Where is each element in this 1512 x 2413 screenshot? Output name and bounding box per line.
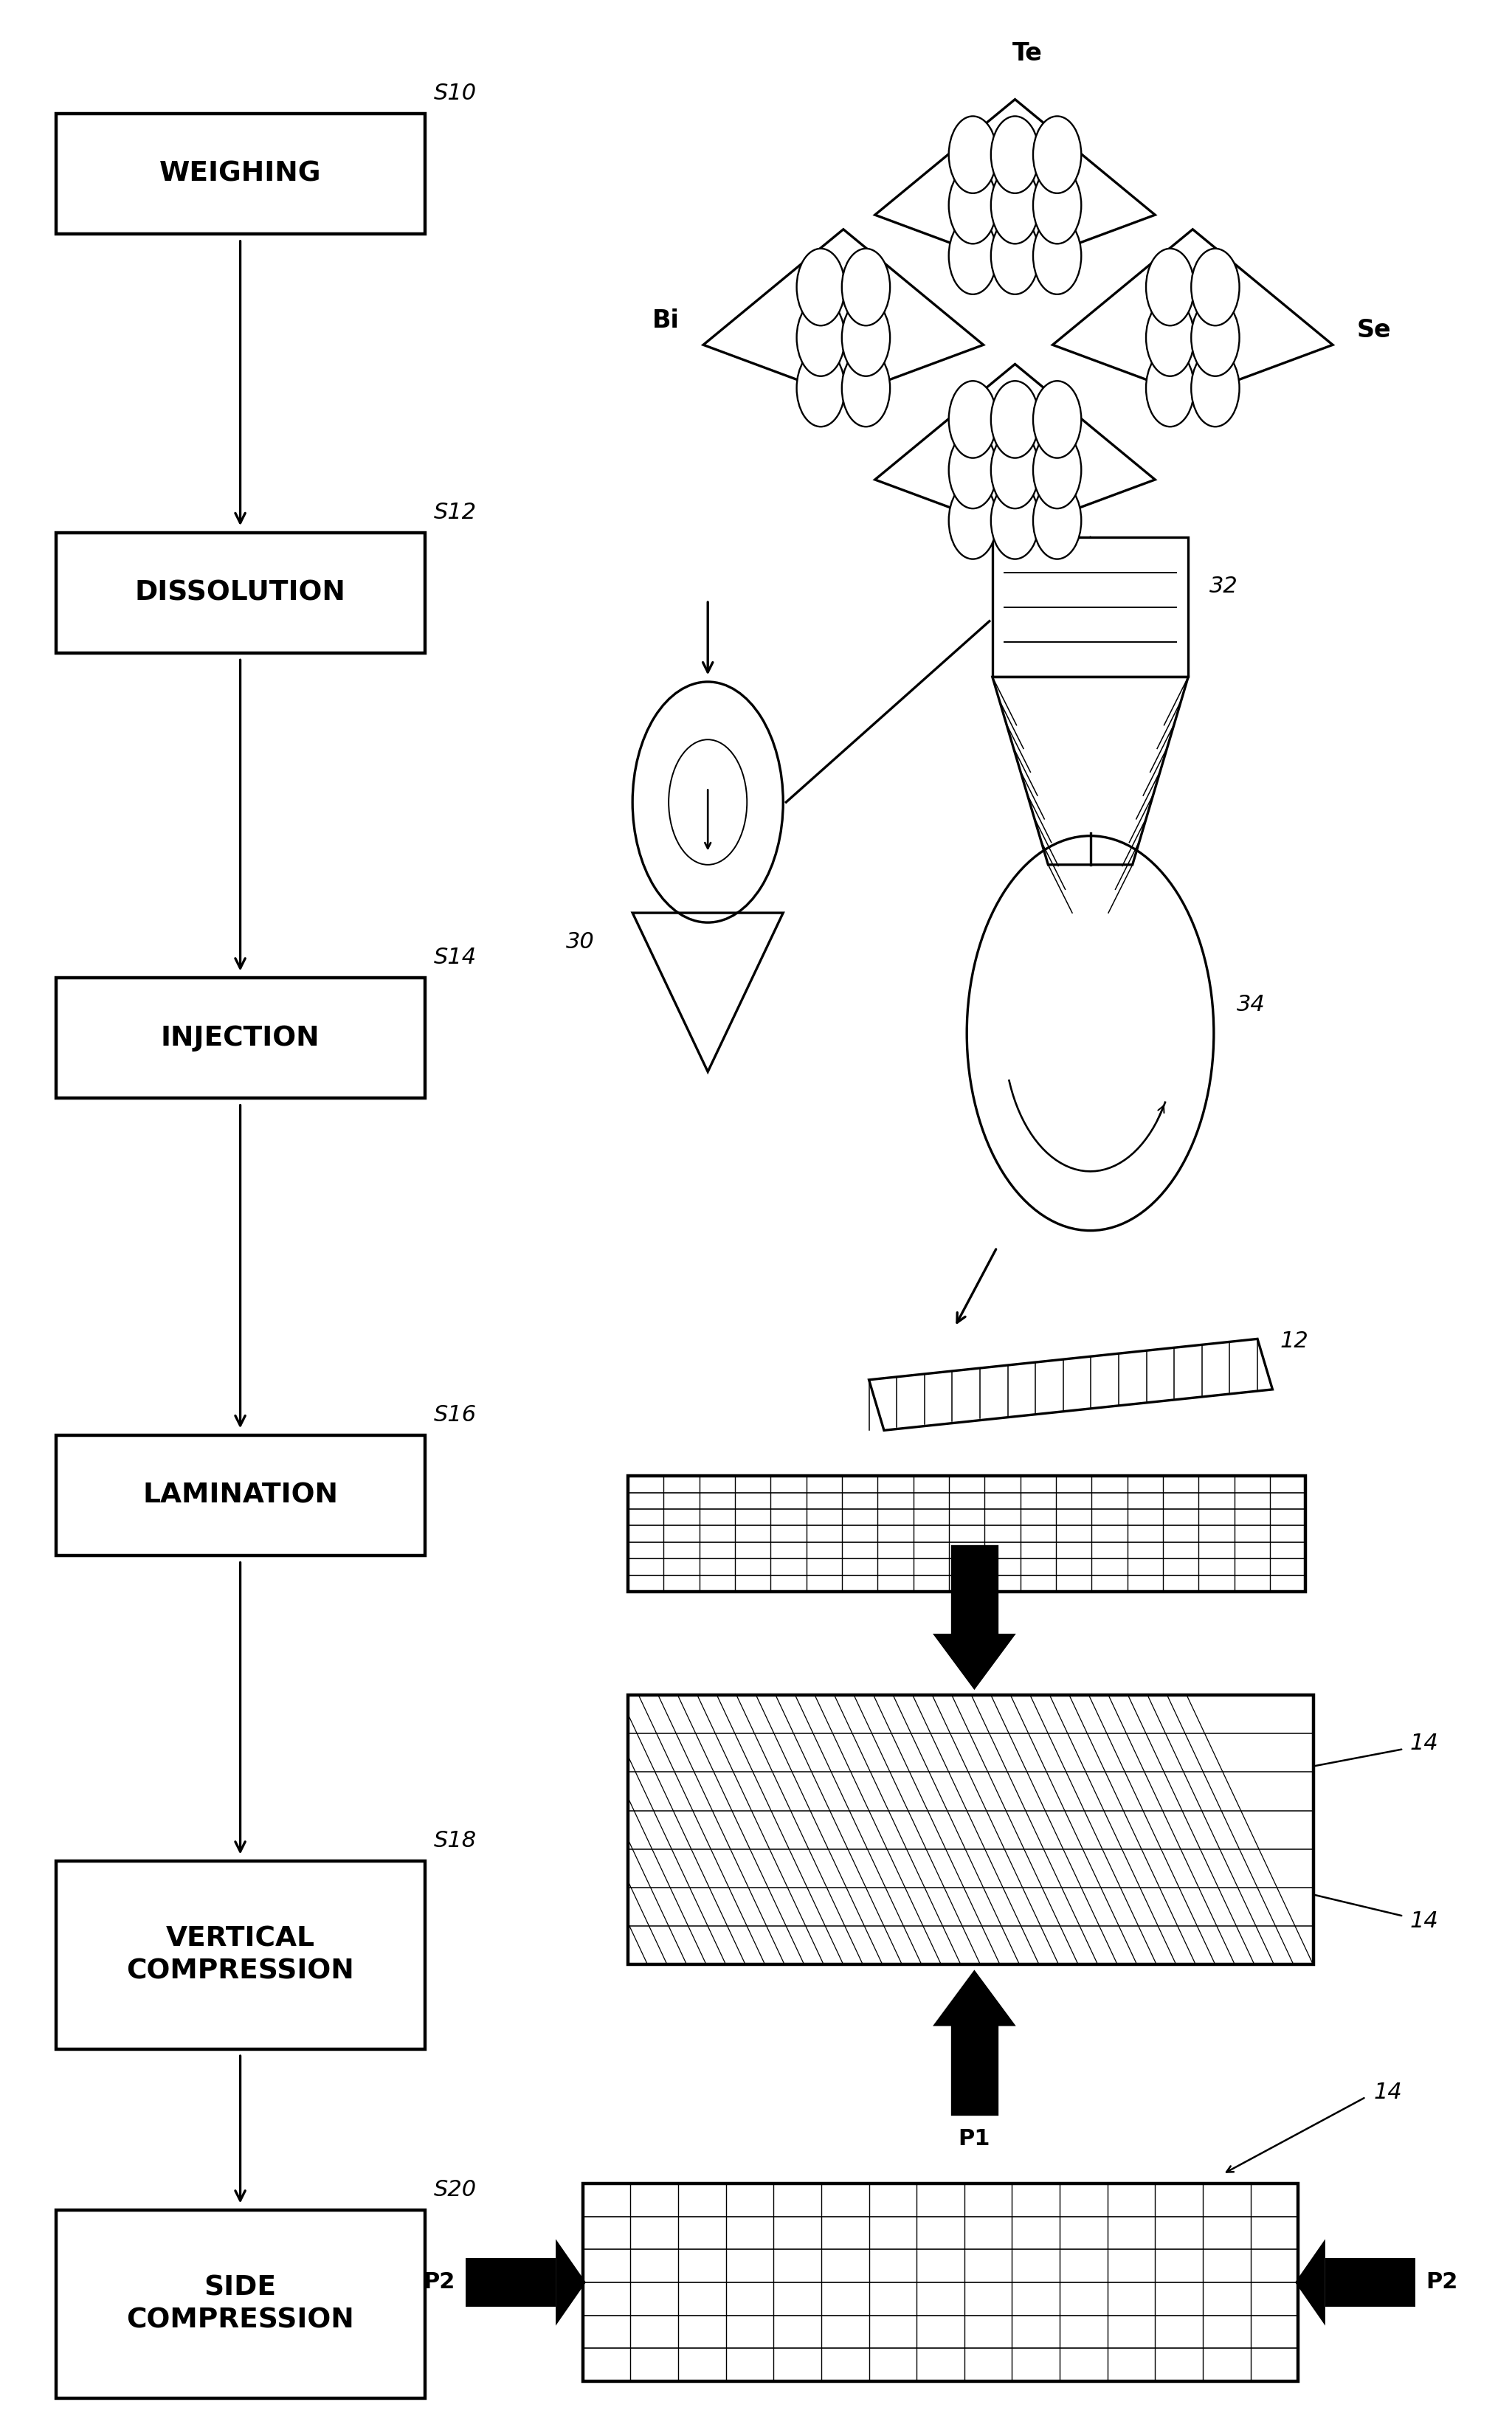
Text: S12: S12 [434, 502, 476, 524]
Circle shape [797, 350, 845, 427]
Circle shape [1191, 299, 1240, 376]
Circle shape [797, 249, 845, 326]
Text: P1: P1 [959, 1511, 990, 1532]
Circle shape [948, 116, 996, 193]
Circle shape [990, 217, 1039, 294]
Circle shape [1033, 432, 1081, 509]
Circle shape [990, 432, 1039, 509]
Polygon shape [936, 1971, 1013, 2025]
Circle shape [1033, 116, 1081, 193]
Circle shape [990, 381, 1039, 458]
Bar [56, 2210, 425, 2399]
Bar [951, 1547, 996, 1636]
Text: S18: S18 [434, 1829, 476, 1851]
Circle shape [948, 166, 996, 244]
Circle shape [842, 350, 891, 427]
Bar [627, 1477, 1306, 1593]
Bar [1325, 2259, 1415, 2307]
Circle shape [990, 166, 1039, 244]
Text: S20: S20 [434, 2179, 476, 2201]
Text: VERTICAL
COMPRESSION: VERTICAL COMPRESSION [127, 1926, 354, 1986]
Circle shape [842, 249, 891, 326]
Polygon shape [556, 2239, 585, 2326]
Circle shape [1146, 299, 1194, 376]
Circle shape [797, 299, 845, 376]
Bar [56, 533, 425, 654]
Text: INJECTION: INJECTION [160, 1026, 321, 1052]
Bar [627, 1694, 1312, 1964]
Text: DISSOLUTION: DISSOLUTION [135, 579, 346, 606]
Circle shape [948, 483, 996, 560]
Text: S14: S14 [434, 946, 476, 968]
Text: 14: 14 [1409, 1911, 1438, 1933]
Text: S16: S16 [434, 1404, 476, 1426]
Circle shape [990, 116, 1039, 193]
Polygon shape [936, 1636, 1013, 1687]
Circle shape [1033, 166, 1081, 244]
Circle shape [1146, 350, 1194, 427]
Text: Se: Se [1356, 319, 1391, 343]
Bar [992, 538, 1188, 678]
Text: P2: P2 [1426, 2271, 1458, 2292]
Text: 32: 32 [1210, 577, 1238, 596]
Text: SIDE
COMPRESSION: SIDE COMPRESSION [127, 2275, 354, 2333]
Text: 30: 30 [567, 931, 594, 953]
Text: LAMINATION: LAMINATION [142, 1482, 339, 1508]
Bar [56, 1436, 425, 1556]
Circle shape [1033, 217, 1081, 294]
Text: Sb: Sb [1031, 594, 1066, 618]
Text: Bi: Bi [652, 309, 679, 333]
Bar [951, 2025, 996, 2114]
Circle shape [1033, 381, 1081, 458]
Text: 12: 12 [1281, 1330, 1308, 1351]
Circle shape [842, 299, 891, 376]
Circle shape [948, 381, 996, 458]
Bar [582, 2184, 1299, 2382]
Bar [56, 1860, 425, 2049]
Polygon shape [1296, 2239, 1325, 2326]
Text: Te: Te [1012, 41, 1042, 65]
Text: P2: P2 [423, 2271, 455, 2292]
Circle shape [948, 432, 996, 509]
Circle shape [1191, 350, 1240, 427]
Circle shape [990, 483, 1039, 560]
Circle shape [948, 217, 996, 294]
Text: WEIGHING: WEIGHING [159, 162, 321, 188]
Text: 14: 14 [1373, 2082, 1402, 2102]
Circle shape [1033, 483, 1081, 560]
Bar [56, 113, 425, 234]
Bar [466, 2259, 556, 2307]
Text: P1: P1 [959, 2128, 990, 2150]
Text: 34: 34 [1237, 994, 1266, 1016]
Circle shape [1191, 249, 1240, 326]
Text: 14: 14 [1409, 1733, 1438, 1754]
Circle shape [1146, 249, 1194, 326]
Bar [56, 977, 425, 1098]
Text: S10: S10 [434, 82, 476, 104]
